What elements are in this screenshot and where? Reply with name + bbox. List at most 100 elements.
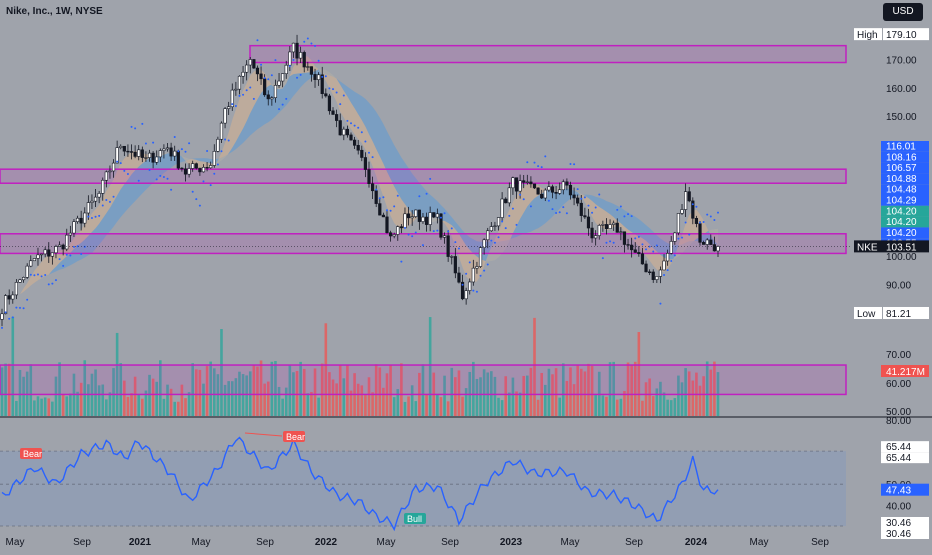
- candle-body: [684, 191, 688, 210]
- candle-body: [14, 282, 18, 296]
- candle-body: [194, 163, 198, 169]
- volume-bar: [335, 383, 338, 416]
- candle-body: [396, 226, 400, 235]
- psar-dot: [324, 75, 327, 78]
- candle-body: [273, 85, 278, 98]
- psar-dot: [699, 221, 702, 224]
- candle-body: [385, 216, 389, 234]
- rsi-level-bg: [881, 528, 929, 539]
- psar-dot: [619, 205, 622, 208]
- psar-dot: [475, 290, 478, 293]
- price-tick-label: 90.00: [886, 280, 911, 291]
- candle-body: [421, 216, 425, 222]
- volume-bar: [223, 384, 227, 416]
- psar-dot: [69, 254, 72, 257]
- candle-body: [284, 64, 288, 75]
- psar-dot: [119, 162, 122, 165]
- psar-dot: [497, 236, 500, 239]
- candle-body: [388, 232, 393, 237]
- volume-bar: [543, 384, 547, 416]
- time-axis-label: May: [750, 537, 769, 548]
- candle-body: [378, 203, 382, 216]
- price-tick-label: 170.00: [886, 56, 917, 67]
- psar-dot: [242, 93, 245, 96]
- volume-bar: [166, 384, 169, 416]
- candle-body: [601, 224, 605, 226]
- psar-dot: [508, 214, 511, 217]
- currency-button[interactable]: USD: [883, 3, 923, 21]
- psar-dot: [403, 226, 406, 229]
- volume-bar: [436, 394, 439, 416]
- psar-dot: [137, 179, 140, 182]
- candle-body: [119, 145, 123, 148]
- psar-dot: [191, 190, 194, 193]
- volume-bar: [439, 397, 443, 416]
- candle-body: [622, 231, 627, 245]
- psar-dot: [558, 211, 561, 214]
- candle-body: [360, 149, 364, 158]
- volume-bar: [425, 394, 428, 416]
- rsi-current-bg: [881, 483, 929, 496]
- volume-bar: [266, 381, 270, 416]
- volume-bar: [475, 378, 479, 416]
- volume-bar: [561, 363, 565, 416]
- psar-dot: [655, 244, 658, 247]
- candle-body: [478, 247, 483, 267]
- psar-dot: [87, 215, 90, 218]
- candle-body: [281, 73, 285, 82]
- psar-dot: [18, 306, 21, 309]
- psar-dot: [479, 274, 482, 277]
- volume-bar: [515, 391, 518, 416]
- volume-bar: [400, 363, 403, 416]
- rsi-current-value: 47.43: [886, 486, 911, 497]
- volume-bar: [619, 398, 623, 416]
- volume-bar: [623, 390, 626, 416]
- candle-body: [205, 167, 209, 169]
- price-marker-value: 108.16: [886, 152, 917, 163]
- psar-dot: [681, 236, 684, 239]
- volume-bar: [666, 399, 669, 416]
- psar-dot: [105, 198, 108, 201]
- candle-body: [558, 189, 562, 194]
- psar-dot: [123, 169, 126, 172]
- psar-dot: [367, 151, 370, 154]
- volume-bar: [141, 398, 144, 416]
- time-axis-label: 2023: [500, 537, 523, 548]
- volume-bar: [284, 387, 288, 416]
- volume-bar: [576, 365, 579, 416]
- psar-dot: [630, 215, 633, 218]
- rsi-bear-label-1-text: Bear: [23, 449, 42, 459]
- candle-body: [475, 266, 479, 269]
- candle-body: [151, 152, 155, 163]
- candle-body: [86, 202, 90, 214]
- volume-bar: [130, 393, 133, 416]
- candle-body: [11, 294, 15, 300]
- candle-body: [522, 180, 526, 183]
- psar-dot: [612, 241, 615, 244]
- volume-bar: [490, 371, 493, 416]
- volume-bar: [403, 401, 407, 416]
- time-axis-label: Sep: [73, 537, 91, 548]
- psar-dot: [220, 150, 223, 153]
- psar-dot: [382, 196, 385, 199]
- psar-dot: [436, 229, 439, 232]
- price-tick-label: 100.00: [886, 252, 917, 263]
- candle-body: [165, 147, 170, 150]
- price-marker-value: 104.20: [886, 217, 917, 228]
- candle-body: [446, 235, 450, 257]
- psar-dot: [1, 326, 3, 329]
- candle-body: [255, 67, 260, 75]
- candle-body: [75, 217, 80, 222]
- psar-dot: [652, 250, 655, 253]
- volume-bar: [648, 378, 651, 416]
- psar-dot: [429, 177, 432, 180]
- psar-dot: [180, 148, 183, 151]
- ticker-symbol: NKE: [857, 242, 878, 253]
- candle-body: [72, 221, 76, 234]
- psar-dot: [216, 163, 219, 166]
- psar-dot: [511, 207, 514, 210]
- psar-dot: [393, 205, 396, 208]
- volume-bar: [342, 378, 346, 416]
- psar-dot: [141, 122, 144, 125]
- psar-dot: [314, 44, 317, 47]
